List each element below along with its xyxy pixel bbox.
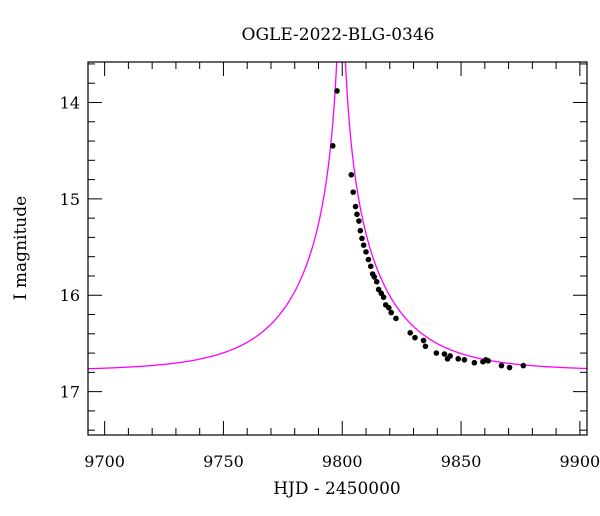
data-point	[350, 189, 356, 195]
data-point	[367, 263, 374, 270]
x-tick-label: 9700	[84, 452, 125, 471]
y-tick-label: 17	[60, 383, 80, 402]
y-tick-label: 15	[60, 190, 80, 209]
data-point	[471, 359, 478, 366]
data-point	[352, 203, 359, 210]
data-point	[348, 171, 355, 178]
x-tick-label: 9750	[203, 452, 244, 471]
data-point	[461, 357, 468, 363]
data-point	[357, 227, 364, 234]
data-point	[433, 350, 440, 356]
data-point	[356, 218, 362, 224]
model-curve	[88, 62, 587, 370]
y-tick-label: 16	[60, 286, 80, 305]
data-point	[386, 304, 392, 311]
data-point	[329, 143, 336, 149]
model-curve-layer	[88, 62, 587, 370]
data-point	[441, 351, 448, 357]
data-point	[420, 337, 427, 344]
data-point	[360, 242, 367, 248]
data-point	[359, 235, 365, 242]
y-tick-label: 14	[60, 93, 80, 112]
x-tick-label: 9900	[560, 452, 600, 471]
data-point	[455, 356, 462, 362]
x-tick-label: 9800	[322, 452, 363, 471]
y-axis-label: I magnitude	[11, 196, 31, 300]
data-point	[365, 256, 372, 263]
data-point	[422, 343, 429, 350]
data-point	[354, 211, 360, 218]
x-tick-label: 9850	[441, 452, 482, 471]
plot-frame	[87, 61, 588, 436]
data-point	[363, 249, 369, 255]
data-point	[485, 357, 491, 364]
data-point	[380, 294, 387, 300]
x-axis-label: HJD - 2450000	[273, 479, 401, 499]
data-point	[334, 88, 340, 94]
axis-ticks	[88, 62, 587, 435]
chart-title: OGLE-2022-BLG-0346	[242, 25, 435, 45]
data-point	[393, 315, 399, 322]
data-point	[412, 334, 418, 341]
data-points-layer	[329, 88, 527, 371]
data-point	[371, 274, 378, 280]
data-point	[498, 362, 505, 369]
data-point	[506, 364, 513, 371]
data-point	[520, 362, 527, 369]
data-point	[447, 353, 453, 359]
tick-labels: 9700 9750 9800 9850 9900 14 15 16 17	[60, 93, 600, 471]
data-point	[407, 330, 414, 336]
data-point	[373, 278, 380, 285]
data-point	[388, 309, 395, 316]
